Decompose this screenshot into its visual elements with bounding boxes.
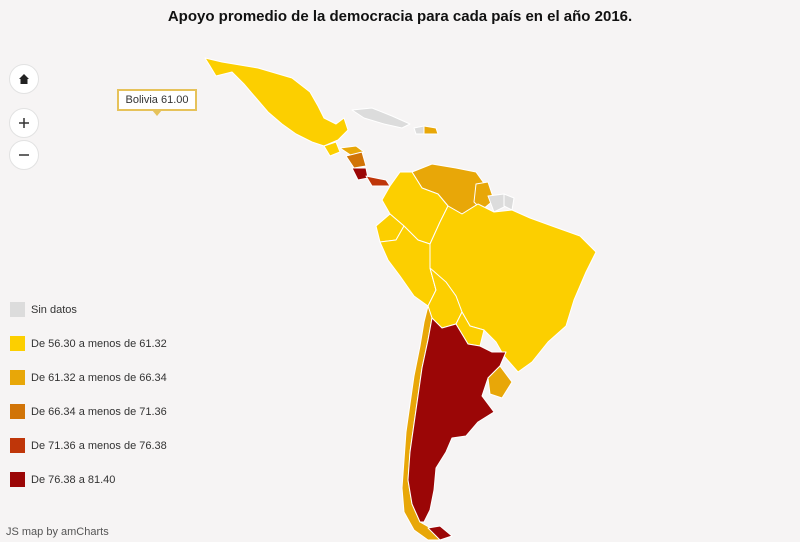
legend-label: De 71.36 a menos de 76.38 <box>31 439 167 452</box>
minus-icon <box>19 154 29 156</box>
region-haiti[interactable] <box>413 125 425 135</box>
region-nicaragua[interactable] <box>345 151 367 169</box>
region-french-guiana[interactable] <box>503 193 515 211</box>
legend-label: De 56.30 a menos de 61.32 <box>31 337 167 350</box>
amcharts-credit-link[interactable]: JS map by amCharts <box>6 526 109 538</box>
region-costa-rica[interactable] <box>351 167 369 181</box>
region-cuba[interactable] <box>351 107 411 129</box>
legend-swatch <box>10 370 25 385</box>
legend-item-no-data[interactable]: Sin datos <box>10 302 77 317</box>
legend-item-bin-4[interactable]: De 71.36 a menos de 76.38 <box>10 438 167 453</box>
zoom-out-button[interactable] <box>9 140 39 170</box>
region-guyana[interactable] <box>473 181 495 211</box>
legend-label: De 66.34 a menos de 71.36 <box>31 405 167 418</box>
legend-label: Sin datos <box>31 303 77 316</box>
home-button[interactable] <box>9 64 39 94</box>
legend-item-bin-1[interactable]: De 56.30 a menos de 61.32 <box>10 336 167 351</box>
home-icon <box>19 74 29 84</box>
region-uruguay[interactable] <box>487 365 513 399</box>
legend-swatch <box>10 438 25 453</box>
legend-item-bin-2[interactable]: De 61.32 a menos de 66.34 <box>10 370 167 385</box>
region-guatemala[interactable] <box>323 141 341 157</box>
legend-swatch <box>10 302 25 317</box>
region-dominican-republic[interactable] <box>423 125 439 135</box>
legend-swatch <box>10 404 25 419</box>
region-tierra-del-fuego[interactable] <box>427 525 453 541</box>
legend-label: De 61.32 a menos de 66.34 <box>31 371 167 384</box>
plus-icon <box>19 118 29 128</box>
legend-swatch <box>10 336 25 351</box>
zoom-in-button[interactable] <box>9 108 39 138</box>
tooltip-pointer <box>152 110 162 116</box>
region-panama[interactable] <box>365 175 391 187</box>
region-mexico[interactable] <box>204 57 349 147</box>
map-title: Apoyo promedio de la democracia para cad… <box>167 8 633 25</box>
map-tooltip: Bolivia 61.00 <box>117 89 197 111</box>
legend-label: De 76.38 a 81.40 <box>31 473 116 486</box>
region-argentina[interactable] <box>407 317 507 523</box>
legend-item-bin-5[interactable]: De 76.38 a 81.40 <box>10 472 115 487</box>
legend-swatch <box>10 472 25 487</box>
legend-item-bin-3[interactable]: De 66.34 a menos de 71.36 <box>10 404 167 419</box>
